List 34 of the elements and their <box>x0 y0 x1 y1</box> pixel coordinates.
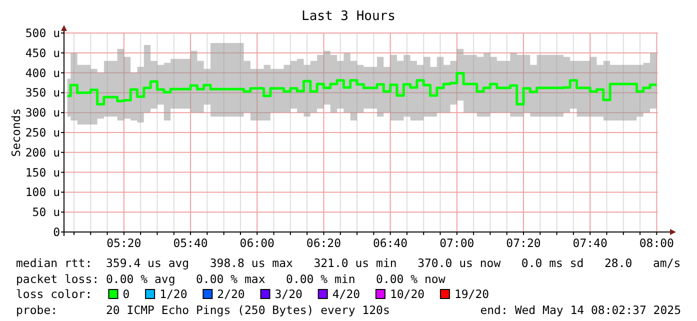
y-tick-label: 500 u <box>25 26 60 40</box>
y-axis-title: Seconds <box>9 108 23 157</box>
y-tick-label: 0 <box>53 225 60 239</box>
y-tick-label: 300 u <box>25 106 60 120</box>
legend-label: 10/20 <box>390 287 425 301</box>
text: end: Wed May 14 08:02:37 2025 <box>480 303 681 317</box>
y-tick-label: 400 u <box>25 66 60 80</box>
legend-label: 4/20 <box>332 287 360 301</box>
x-tick-label: 06:00 <box>240 236 275 250</box>
text: packet loss: 0.00 % avg 0.00 % max 0.00 % min 0.00 % now <box>16 272 446 286</box>
x-tick-label: 08:00 <box>639 236 674 250</box>
legend-label: 0 <box>122 287 130 301</box>
x-tick-label: 07:20 <box>506 236 541 250</box>
x-tick-label: 07:40 <box>572 236 608 250</box>
legend-label: 19/20 <box>454 287 490 301</box>
text: median rtt: 359.4 us avg 398.8 us max 321.0 us min 370.0 us now 0.0 ms sd 28.0 am/s <box>16 256 681 270</box>
y-tick-label: 150 u <box>25 165 60 180</box>
legend-label: 1/20 <box>160 287 188 301</box>
x-tick-label: 05:20 <box>106 236 142 250</box>
chart-title: Last 3 Hours <box>302 9 396 24</box>
legend-label: 3/20 <box>274 287 303 301</box>
y-tick-label: 250 u <box>25 126 60 140</box>
x-tick-label: 05:40 <box>173 236 208 250</box>
x-tick-label: 06:20 <box>306 236 342 250</box>
legend-title: loss color: <box>16 287 92 301</box>
y-tick-label: 100 u <box>25 185 60 200</box>
y-tick-label: 50 u <box>32 205 60 220</box>
legend-label: 2/20 <box>217 287 245 301</box>
x-tick-label: 07:00 <box>440 236 474 250</box>
x-tick-label: 06:40 <box>372 236 408 250</box>
y-tick-label: 200 u <box>25 145 60 160</box>
text: probe: 20 ICMP Echo Pings (250 Bytes) every 120s <box>16 303 390 317</box>
y-tick-label: 350 u <box>25 86 60 100</box>
y-tick-label: 450 u <box>25 46 60 60</box>
